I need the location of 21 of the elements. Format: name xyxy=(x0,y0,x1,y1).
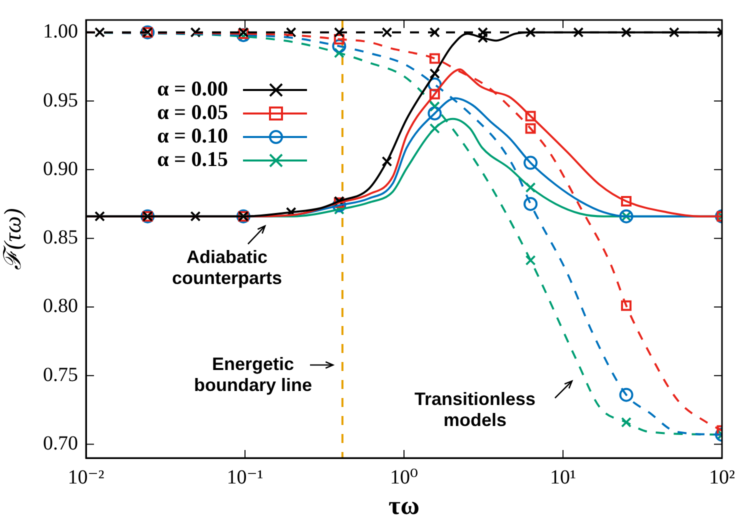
x-tick-label: 10⁰ xyxy=(390,466,418,488)
y-tick-label: 0.95 xyxy=(43,89,78,112)
legend-label: α = 0.00 xyxy=(157,76,228,100)
legend-label: α = 0.15 xyxy=(157,146,228,171)
annotation: Energetic boundary line xyxy=(194,354,312,395)
x-axis-title: τω xyxy=(388,491,420,520)
legend-label: α = 0.05 xyxy=(157,100,228,124)
y-axis-title: ℱ(τω) xyxy=(0,208,27,270)
y-tick-label: 0.85 xyxy=(43,226,78,249)
legend-label: α = 0.10 xyxy=(157,123,228,148)
y-tick-label: 0.70 xyxy=(43,432,78,455)
annotation: Transitionless models xyxy=(414,388,536,430)
y-tick-label: 0.80 xyxy=(43,295,78,318)
x-tick-label: 10¹ xyxy=(550,466,576,488)
y-tick-label: 1.00 xyxy=(43,20,78,43)
y-tick-label: 0.90 xyxy=(43,158,78,180)
x-tick-label: 10² xyxy=(709,466,735,488)
y-tick-label: 0.75 xyxy=(43,364,78,386)
annotation: Adiabatic counterparts xyxy=(172,246,282,288)
x-tick-label: 10⁻² xyxy=(68,466,104,488)
x-tick-label: 10⁻¹ xyxy=(226,466,264,488)
